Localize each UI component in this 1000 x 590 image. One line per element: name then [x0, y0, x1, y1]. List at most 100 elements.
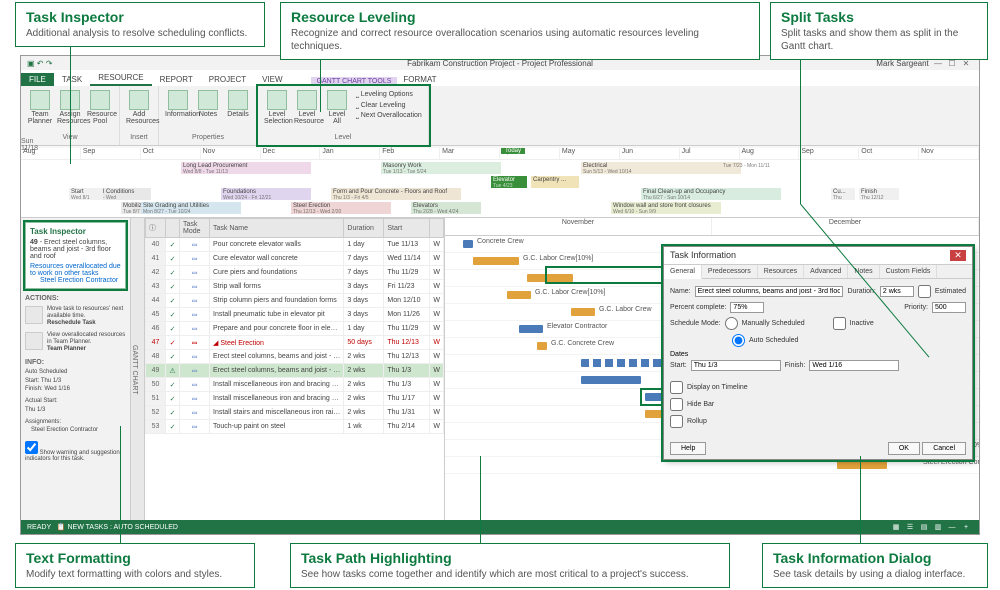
table-row[interactable]: 43✓▭Strip wall forms3 daysFri 11/23W [146, 280, 444, 294]
gantt-bar[interactable] [527, 274, 573, 282]
ribbon-button[interactable]: Information [165, 90, 191, 118]
timeline-bar[interactable]: Cu...Thu [831, 188, 855, 200]
gantt-bar[interactable] [537, 342, 547, 350]
ribbon: Team PlannerAssign ResourcesResource Poo… [21, 86, 979, 146]
tab-resource[interactable]: RESOURCE [90, 71, 151, 86]
ribbon-group-level: Level SelectionLevel ResourceLevel All ⎵… [258, 86, 429, 145]
table-row[interactable]: 40✓▭Pour concrete elevator walls1 dayTue… [146, 238, 444, 252]
gantt-bar[interactable] [581, 376, 641, 384]
tab-file[interactable]: FILE [21, 73, 54, 86]
inspector-title: Task Inspector [30, 227, 121, 236]
table-row[interactable]: 50✓▭Install miscellaneous iron and braci… [146, 378, 444, 392]
manual-radio[interactable] [725, 317, 738, 330]
table-row[interactable]: 42✓▭Cure piers and foundations7 daysThu … [146, 266, 444, 280]
timeline-bar[interactable]: Form and Pour Concrete - Floors and Roof… [331, 188, 461, 200]
display-timeline-checkbox[interactable] [670, 381, 683, 394]
inspector-resource-link[interactable]: Steel Erection Contractor [40, 277, 121, 284]
show-warnings-checkbox[interactable] [25, 441, 38, 454]
close-icon[interactable]: ✕ [950, 250, 966, 261]
tab-format[interactable]: FORMAT [395, 73, 444, 86]
duration-field[interactable] [880, 286, 914, 297]
finish-field[interactable] [809, 360, 899, 371]
table-row[interactable]: 48✓▭Erect steel columns, beams and joist… [146, 350, 444, 364]
ribbon-button[interactable]: Add Resources [126, 90, 152, 125]
gantt-bar[interactable] [473, 257, 519, 265]
table-row[interactable]: 53✓▭Touch-up paint on steel1 wkThu 2/14W [146, 420, 444, 434]
ribbon-button[interactable]: Notes [195, 90, 221, 118]
timeline-bar[interactable]: Steel ErectionThu 12/13 - Wed 2/20 [291, 202, 391, 214]
dialog-tab[interactable]: Custom Fields [880, 265, 938, 278]
ribbon-button[interactable]: Details [225, 90, 251, 118]
timeline-bar[interactable]: Carpentry ... [531, 176, 579, 188]
timeline-bar[interactable]: Site Grading and UtilitiesMon 8/27 - Tue… [141, 202, 241, 214]
timeline-bar[interactable]: FoundationsWed 10/24 - Fri 12/21 [221, 188, 311, 200]
gantt-bar[interactable] [519, 325, 543, 333]
timeline-bar[interactable]: Tue 7/23 - Mon 11/11 [721, 162, 831, 174]
timeline-bar[interactable]: Long Lead ProcurementWed 8/8 - Tue 11/13 [181, 162, 311, 174]
inactive-checkbox[interactable] [833, 317, 846, 330]
ribbon-button[interactable]: Level Selection [264, 90, 290, 125]
timeline-bar[interactable]: StartWed 8/1 [69, 188, 103, 200]
timeline-bar[interactable]: ElevatorTue 4/23 [491, 176, 527, 188]
task-grid[interactable]: ⓘ Task Mode Task Name Duration Start 40✓… [145, 218, 445, 522]
ribbon-button[interactable]: Resource Pool [87, 90, 113, 125]
callout-task-path: Task Path Highlighting See how tasks com… [290, 543, 730, 588]
callout-title: Task Path Highlighting [301, 550, 719, 566]
table-row[interactable]: 45✓▭Install pneumatic tube in elevator p… [146, 308, 444, 322]
tab-view[interactable]: VIEW [254, 73, 290, 86]
reschedule-button[interactable]: Move task to resources' next available t… [25, 306, 126, 328]
callout-desc: Split tasks and show them as split in th… [781, 27, 977, 53]
ribbon-button[interactable]: Level Resource [294, 90, 320, 125]
timeline-bar[interactable]: Final Clean-up and OccupancyThu 6/27 - S… [641, 188, 781, 200]
gantt-bar[interactable] [507, 291, 531, 299]
table-row[interactable]: 51✓▭Install miscellaneous iron and braci… [146, 392, 444, 406]
dialog-tab[interactable]: Advanced [804, 265, 848, 278]
start-field[interactable] [691, 360, 781, 371]
ribbon-option[interactable]: ⎵ Leveling Options [356, 90, 422, 101]
auto-radio[interactable] [732, 334, 745, 347]
ribbon-option[interactable]: ⎵ Clear Leveling [356, 101, 422, 112]
table-row[interactable]: 44✓▭Strip column piers and foundation fo… [146, 294, 444, 308]
ok-button[interactable]: OK [888, 442, 920, 455]
timeline[interactable]: Sun 11/18 AugSepOctNovDecJanFebMarAprMay… [21, 148, 979, 218]
dialog-tab[interactable]: General [664, 265, 702, 279]
timeline-bar[interactable]: ElectricalSun 5/13 - Wed 10/14 [581, 162, 741, 174]
cancel-button[interactable]: Cancel [922, 442, 966, 455]
hide-bar-checkbox[interactable] [670, 398, 683, 411]
timeline-bar[interactable]: Masonry WorkTue 1/13 - Tue 5/24 [381, 162, 501, 174]
callout-split-tasks: Split Tasks Split tasks and show them as… [770, 2, 988, 60]
help-button[interactable]: Help [670, 442, 706, 455]
timeline-bar[interactable]: FinishThu 12/12 [859, 188, 899, 200]
gantt-bar[interactable] [571, 308, 595, 316]
tab-project[interactable]: PROJECT [201, 73, 254, 86]
timeline-bar[interactable]: Window wall and store front closuresWed … [611, 202, 721, 214]
tab-report[interactable]: REPORT [152, 73, 201, 86]
team-planner-button[interactable]: View overallocated resources in Team Pla… [25, 332, 126, 354]
gantt-bar[interactable] [463, 240, 473, 248]
priority-field[interactable] [932, 302, 966, 313]
table-row[interactable]: 52✓▭Install stairs and miscellaneous iro… [146, 406, 444, 420]
ribbon-button[interactable]: Team Planner [27, 90, 53, 125]
tab-task[interactable]: TASK [54, 73, 90, 86]
ribbon-button[interactable]: Level All [324, 90, 350, 125]
dialog-tab[interactable]: Predecessors [702, 265, 758, 278]
dialog-tab[interactable]: Resources [758, 265, 804, 278]
table-row[interactable]: 49⚠▭Erect steel columns, beams and joist… [146, 364, 444, 378]
table-row[interactable]: 47✓▭◢ Steel Erection50 daysThu 12/13W [146, 336, 444, 350]
gantt-bar-label: G.C. Labor Crew[10%] [535, 289, 605, 296]
name-field[interactable] [695, 286, 844, 297]
rollup-checkbox[interactable] [670, 415, 683, 428]
timeline-bar[interactable]: ElevatorsThu 2/28 - Wed 4/24 [411, 202, 481, 214]
table-row[interactable]: 46✓▭Prepare and pour concrete floor in e… [146, 322, 444, 336]
callout-title: Task Inspector [26, 9, 254, 25]
quick-access[interactable]: ▣ ↶ ↷ [27, 59, 52, 68]
estimated-checkbox[interactable] [918, 285, 931, 298]
percent-field[interactable] [730, 302, 764, 313]
inspector-warning[interactable]: Resources overallocated due to work on o… [30, 263, 121, 277]
table-row[interactable]: 41✓▭Cure elevator wall concrete7 daysWed… [146, 252, 444, 266]
view-shortcuts[interactable]: ▦☰▤▥―+ [889, 523, 973, 531]
context-tab-group: GANTT CHART TOOLS [311, 77, 398, 86]
ribbon-option[interactable]: ⎵ Next Overallocation [356, 111, 422, 122]
gantt-bar[interactable] [837, 461, 887, 469]
callout-task-inspector: Task Inspector Additional analysis to re… [15, 2, 265, 47]
